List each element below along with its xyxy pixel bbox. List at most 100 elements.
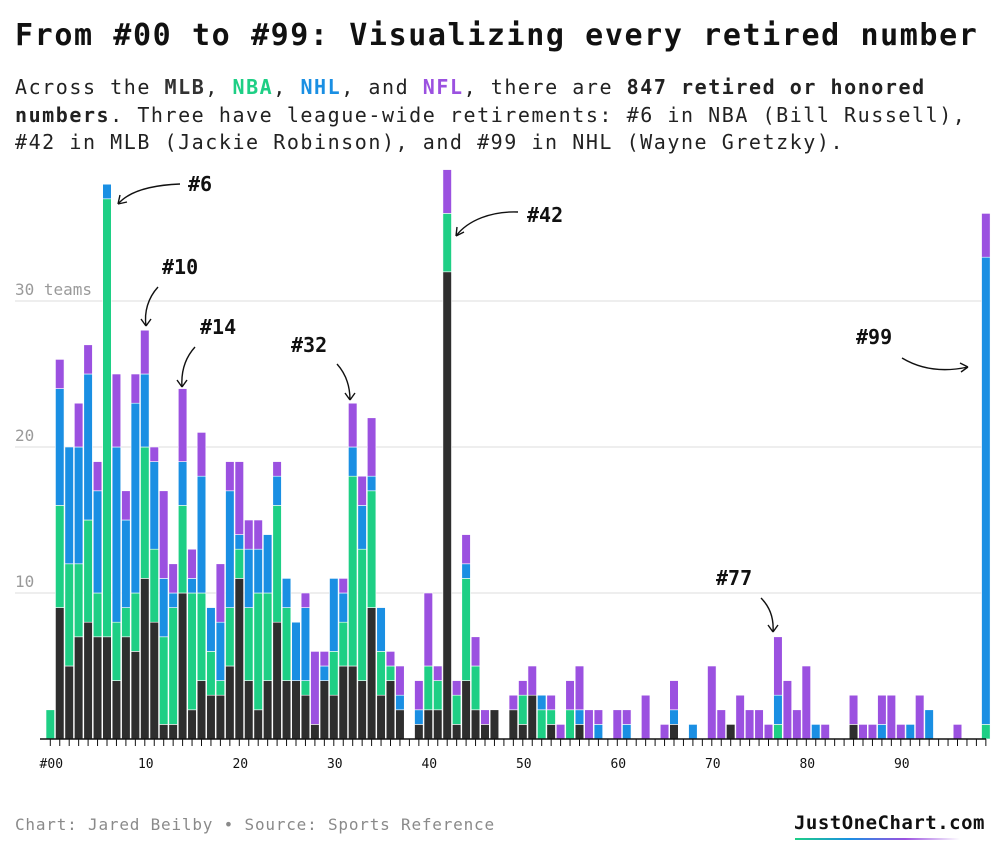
bar-nhl-26 [291, 621, 301, 681]
bar-nba-17 [206, 651, 216, 696]
bar-nba-32 [348, 475, 358, 667]
bar-nfl-19 [225, 461, 235, 492]
bar-nfl-39 [414, 680, 424, 711]
bar-nfl-73 [735, 694, 745, 740]
bar-nfl-60 [612, 709, 622, 740]
bar-nhl-3 [74, 446, 84, 565]
subtitle-segment-nfl: NFL [422, 75, 464, 99]
bar-mlb-16 [196, 680, 207, 740]
bar-nfl-65 [659, 724, 670, 740]
bar-nba-30 [329, 651, 339, 696]
bar-nfl-11 [149, 446, 159, 462]
bars [45, 169, 991, 740]
bar-nfl-36 [385, 651, 396, 667]
bar-nfl-92 [915, 694, 925, 740]
x-tick-label: 30 [327, 757, 343, 772]
bar-nhl-20 [234, 534, 244, 550]
bar-nfl-50 [518, 680, 528, 696]
bar-mlb-47 [489, 709, 500, 740]
bar-mlb-21 [244, 680, 254, 740]
bar-nba-2 [64, 563, 74, 667]
bar-nhl-25 [281, 578, 292, 608]
bar-nfl-1 [55, 359, 65, 389]
bar-nba-45 [470, 665, 481, 711]
bar-nfl-34 [366, 417, 377, 477]
bar-nfl-41 [433, 665, 443, 681]
subtitle-segment-nba: NBA [232, 75, 274, 99]
annotation-arrow-99 [901, 357, 969, 373]
bar-nba-40 [423, 665, 433, 711]
bar-nfl-90 [896, 724, 906, 740]
bar-mlb-44 [461, 680, 471, 740]
bar-nba-55 [565, 709, 575, 740]
bar-mlb-85 [848, 724, 859, 740]
bar-nhl-7 [111, 446, 122, 623]
bar-nhl-35 [376, 607, 386, 652]
bar-nfl-80 [801, 665, 811, 740]
bar-nba-15 [187, 592, 197, 711]
brand-link[interactable]: JustOneChart.com [793, 812, 985, 834]
bar-mlb-30 [329, 694, 339, 740]
bar-nhl-23 [263, 534, 273, 594]
bar-nfl-99 [981, 213, 991, 258]
bar-nhl-66 [669, 709, 679, 725]
bar-nhl-88 [877, 724, 887, 740]
brand-underline [795, 838, 960, 840]
bar-mlb-32 [348, 665, 358, 740]
annotation-6: #6 [188, 172, 212, 196]
bar-mlb-41 [433, 709, 443, 740]
bar-nfl-63 [641, 694, 651, 740]
x-tick-label: 90 [894, 757, 910, 772]
bar-mlb-72 [726, 724, 736, 740]
annotation-arrow-77 [760, 597, 779, 633]
bar-mlb-28 [310, 724, 320, 740]
bar-mlb-43 [452, 724, 462, 740]
bar-nhl-99 [981, 256, 991, 725]
bar-mlb-7 [111, 680, 122, 740]
bar-mlb-4 [83, 621, 93, 740]
bar-mlb-36 [385, 680, 396, 740]
bar-nba-18 [215, 680, 226, 696]
bar-nhl-93 [924, 709, 934, 740]
bar-nba-3 [74, 563, 84, 638]
bar-nfl-71 [716, 709, 726, 740]
subtitle-segment-text: , there are [463, 75, 627, 99]
bar-mlb-33 [357, 680, 367, 740]
bar-nba-42 [442, 213, 452, 273]
bar-nfl-87 [867, 724, 878, 740]
bar-mlb-22 [253, 709, 263, 740]
bar-nfl-10 [140, 329, 150, 375]
bar-nfl-8 [121, 490, 131, 521]
bar-mlb-19 [225, 665, 235, 740]
bar-nfl-24 [272, 461, 282, 477]
bar-mlb-42 [442, 271, 452, 740]
bar-nfl-40 [423, 592, 433, 667]
bar-nhl-22 [253, 548, 263, 594]
bar-nfl-13 [168, 563, 178, 594]
bar-nfl-51 [527, 665, 537, 696]
bar-nfl-28 [310, 651, 320, 725]
bar-nfl-70 [707, 665, 717, 740]
bar-nba-52 [537, 709, 547, 740]
bar-mlb-3 [74, 636, 84, 740]
bar-nba-77 [773, 724, 783, 740]
bar-nhl-32 [348, 446, 358, 477]
bar-nfl-5 [92, 461, 103, 492]
bar-nhl-81 [811, 724, 821, 740]
x-tick-label: 70 [705, 757, 721, 772]
bar-nba-9 [130, 592, 140, 652]
bar-nfl-57 [584, 709, 594, 740]
bar-nfl-20 [234, 461, 244, 535]
bar-mlb-12 [159, 724, 169, 740]
bar-nba-99 [981, 724, 991, 740]
subtitle-segment-nhl: NHL [300, 75, 342, 99]
bar-mlb-20 [234, 578, 244, 740]
bar-nba-12 [159, 636, 169, 725]
bar-nfl-32 [348, 402, 358, 448]
bar-nfl-86 [858, 724, 868, 740]
bar-nba-34 [366, 490, 377, 608]
x-tick-label: 10 [138, 757, 154, 772]
bar-nba-33 [357, 548, 367, 681]
bar-nba-5 [92, 592, 103, 638]
bar-nhl-14 [178, 461, 188, 506]
